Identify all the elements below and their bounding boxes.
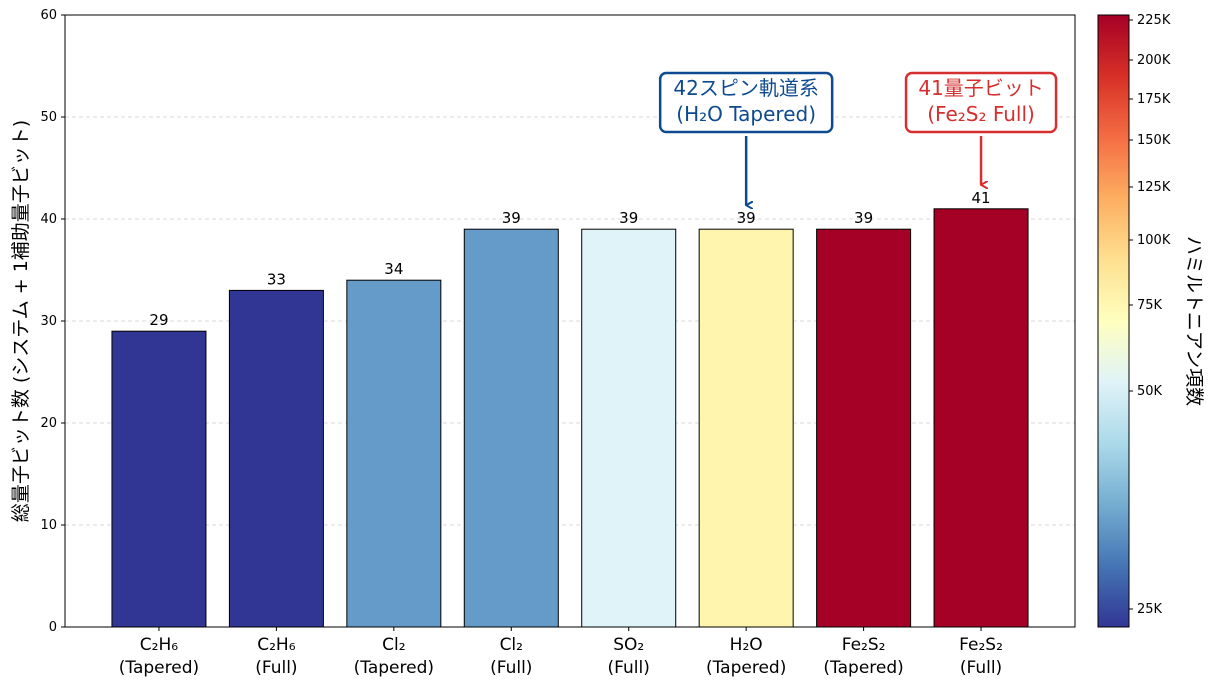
annotation-box: [904, 71, 1058, 134]
x-tick-label: (Full): [960, 658, 1002, 678]
colorbar-tick-label: 150K: [1137, 133, 1171, 148]
colorbar: [1097, 14, 1130, 628]
annotation-line1: 41量子ビット: [918, 76, 1043, 100]
annotation-line2: (H₂O Tapered): [676, 102, 816, 126]
data-label: 39: [619, 209, 638, 227]
bar: [698, 228, 794, 628]
bar: [581, 228, 677, 628]
colorbar-label: ハミルトニアン項数: [1183, 236, 1205, 406]
y-tick-label: 50: [40, 110, 57, 125]
x-tick-label: SO₂: [613, 635, 644, 655]
x-tick-label: Cl₂: [382, 635, 405, 655]
y-axis-label: 総量子ビット数 (システム + 1補助量子ビット): [10, 120, 32, 522]
colorbar-tick-label: 200K: [1137, 53, 1171, 68]
bar: [111, 330, 207, 628]
x-axis: C₂H₆ (Tapered) C₂H₆ (Full) Cl₂ (Tapered) Cl₂ (F…: [119, 627, 1003, 678]
y-axis: 0 10 20 30 40 50 60: [40, 8, 65, 635]
x-tick-label: (Tapered): [119, 658, 199, 678]
bars: [111, 208, 1029, 628]
annotation-box: [658, 71, 834, 134]
bar: [816, 228, 912, 628]
data-label: 41: [971, 189, 990, 207]
x-tick-label: C₂H₆: [140, 635, 178, 655]
y-tick-label: 0: [49, 620, 57, 635]
y-tick-label: 60: [40, 8, 57, 23]
y-tick-label: 10: [40, 518, 57, 533]
bar: [463, 228, 559, 628]
data-label: 33: [267, 270, 286, 288]
x-tick-label: (Tapered): [706, 658, 786, 678]
annotation-line2: (Fe₂S₂ Full): [927, 102, 1035, 126]
x-tick-label: Cl₂: [500, 635, 523, 655]
colorbar-tick-label: 25K: [1137, 602, 1163, 617]
x-tick-label: Fe₂S₂: [959, 635, 1003, 655]
x-tick-label: (Tapered): [823, 658, 903, 678]
x-tick-label: (Tapered): [354, 658, 434, 678]
x-tick-label: (Full): [608, 658, 650, 678]
data-label: 39: [854, 209, 873, 227]
y-tick-label: 20: [40, 416, 57, 431]
colorbar-tick-label: 175K: [1137, 92, 1171, 107]
data-label: 39: [502, 209, 521, 227]
data-label: 34: [384, 260, 403, 278]
colorbar-tick-label: 50K: [1137, 384, 1163, 399]
x-tick-label: H₂O: [730, 635, 763, 655]
bar: [346, 279, 442, 628]
data-label: 29: [149, 311, 168, 329]
bar: [933, 208, 1029, 628]
gridlines: [65, 116, 1075, 526]
x-tick-label: (Full): [255, 658, 297, 678]
annotations: 42スピン軌道系(H₂O Tapered) 41量子ビット(Fe₂S₂ Full): [658, 71, 1058, 205]
data-label: 39: [737, 209, 756, 227]
y-tick-label: 30: [40, 314, 57, 329]
bar: [228, 289, 324, 628]
colorbar-tick-label: 75K: [1137, 298, 1163, 313]
annotation-line1: 42スピン軌道系: [673, 76, 818, 100]
colorbar-ticks: 25K 50K 75K 100K 125K 150K 175K 200K 225K: [1129, 13, 1171, 617]
colorbar-tick-label: 225K: [1137, 13, 1171, 28]
x-tick-label: C₂H₆: [257, 635, 295, 655]
colorbar-tick-label: 125K: [1137, 180, 1171, 195]
colorbar-tick-label: 100K: [1137, 233, 1171, 248]
data-labels: 29 33 34 39 39 39 39 41: [149, 189, 990, 329]
x-tick-label: (Full): [490, 658, 532, 678]
y-tick-label: 40: [40, 212, 57, 227]
x-tick-label: Fe₂S₂: [842, 635, 886, 655]
